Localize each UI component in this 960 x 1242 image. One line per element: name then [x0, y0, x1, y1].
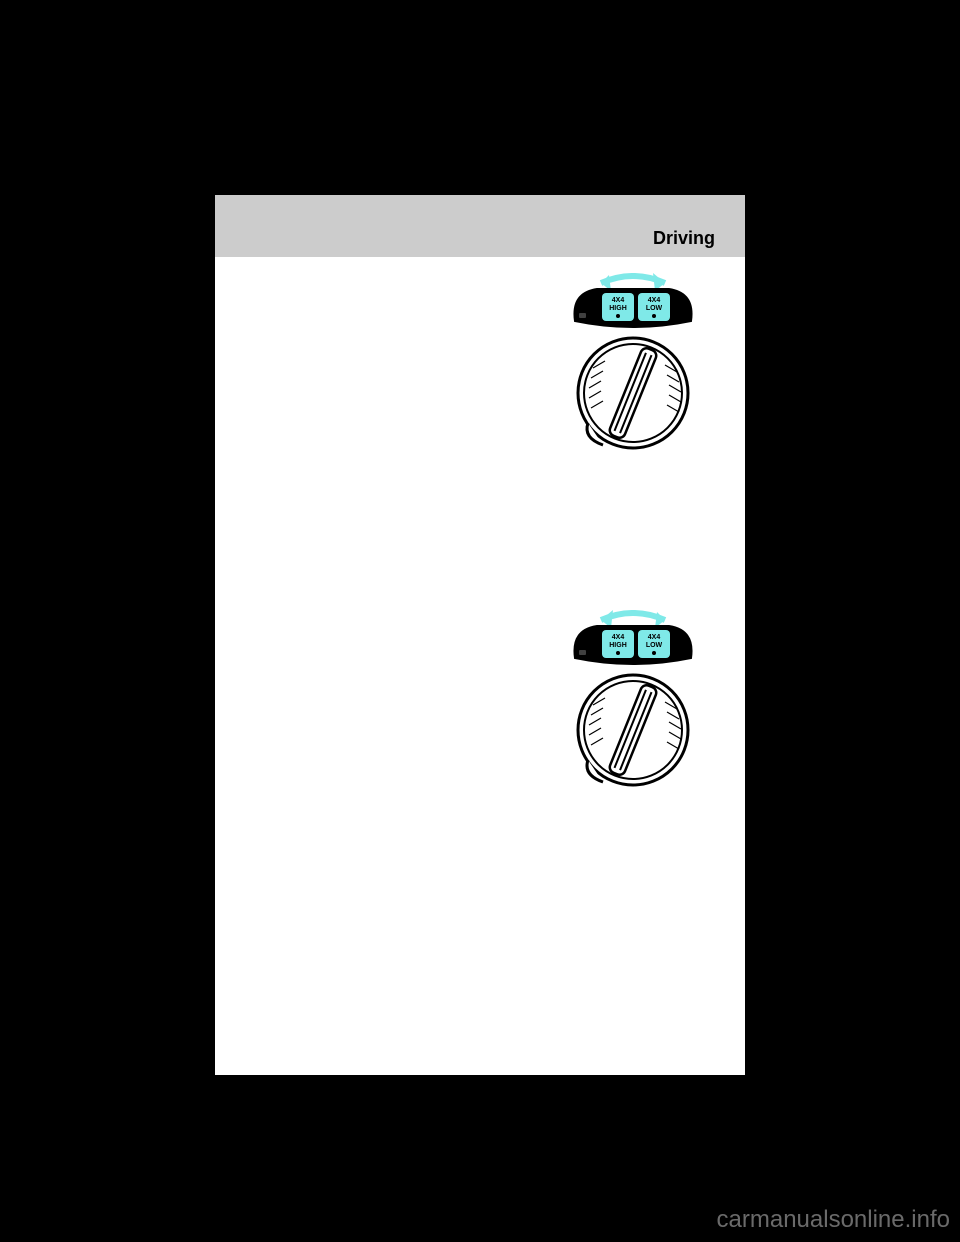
plate-notch-icon: [579, 313, 586, 318]
dial-switch-figure-low-to-high: 4X4 HIGH 4X4 LOW: [553, 610, 713, 800]
button-4x4-high: 4X4 HIGH: [602, 293, 634, 321]
watermark-text: carmanualsonline.info: [717, 1206, 950, 1234]
button-high-dot-icon: [616, 314, 620, 318]
button-high-line2: HIGH: [609, 305, 627, 312]
button-low-dot-icon: [652, 651, 656, 655]
button-low-line1: 4X4: [648, 634, 661, 641]
button-high-dot-icon: [616, 651, 620, 655]
dial-switch-svg: 4X4 HIGH 4X4 LOW: [553, 273, 713, 458]
section-header-bar: Driving: [215, 195, 745, 257]
button-high-line2: HIGH: [609, 642, 627, 649]
dial-switch-svg: 4X4 HIGH 4X4 LOW: [553, 610, 713, 795]
button-low-line2: LOW: [646, 642, 663, 649]
plate-notch-icon: [579, 650, 586, 655]
document-page: Driving 4X4 HIGH 4X4 LOW: [215, 195, 745, 1075]
button-high-line1: 4X4: [612, 297, 625, 304]
button-low-dot-icon: [652, 314, 656, 318]
dial-switch-figure-high-to-low: 4X4 HIGH 4X4 LOW: [553, 273, 713, 463]
button-low-line2: LOW: [646, 305, 663, 312]
button-4x4-high: 4X4 HIGH: [602, 630, 634, 658]
button-low-line1: 4X4: [648, 297, 661, 304]
rotary-dial: [578, 338, 688, 448]
button-4x4-low: 4X4 LOW: [638, 293, 670, 321]
section-title: Driving: [653, 228, 715, 249]
button-high-line1: 4X4: [612, 634, 625, 641]
rotary-dial: [578, 675, 688, 785]
button-4x4-low: 4X4 LOW: [638, 630, 670, 658]
